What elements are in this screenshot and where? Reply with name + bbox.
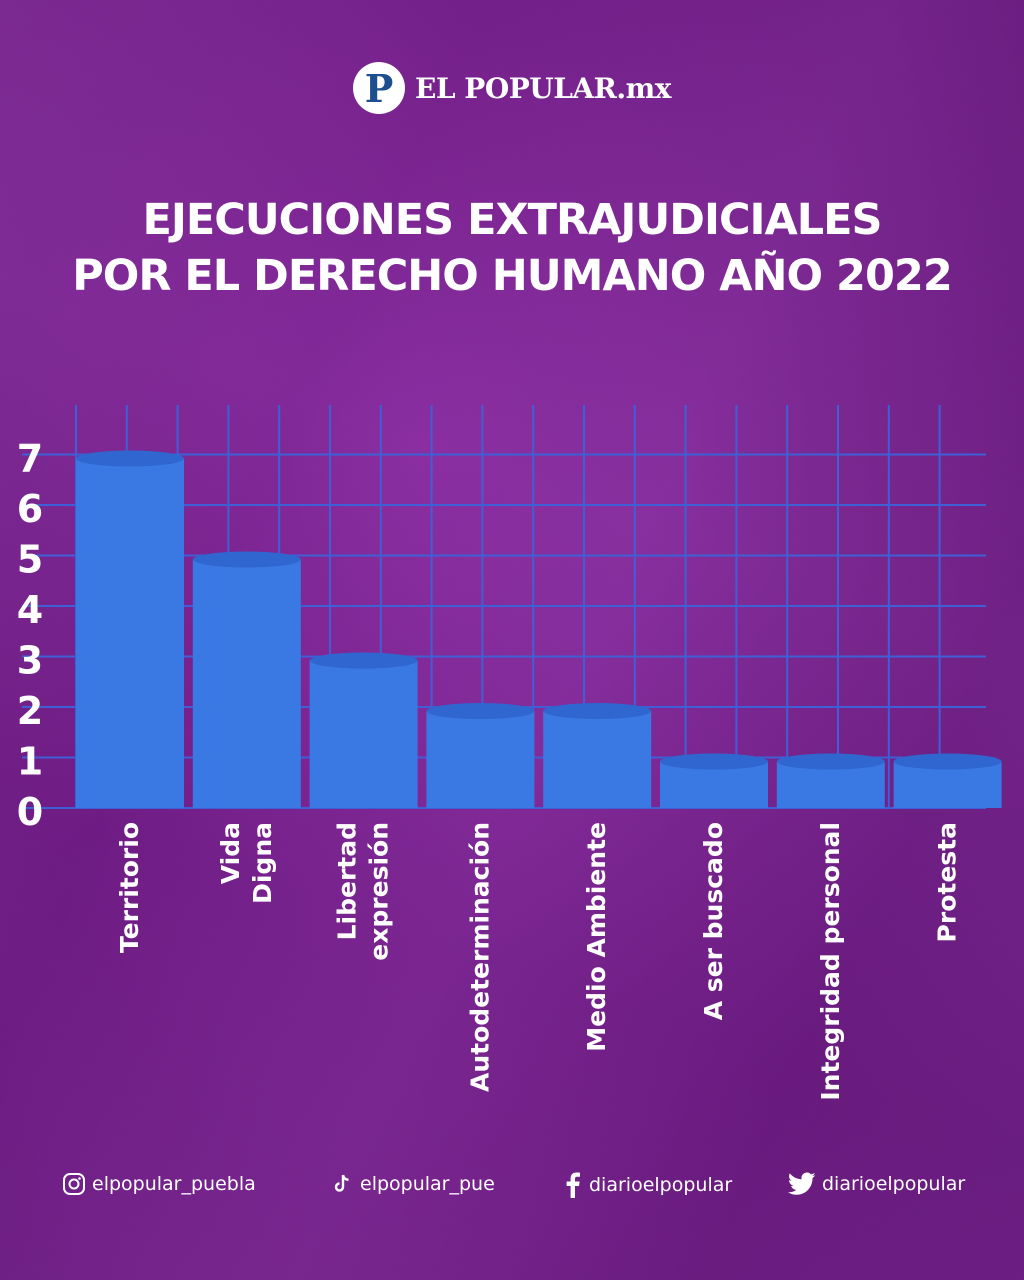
bar-4 xyxy=(543,711,652,808)
social-twitter[interactable]: diarioelpopular xyxy=(788,1172,965,1196)
y-tick-label-5: 5 xyxy=(17,538,43,582)
bar-cap-7 xyxy=(893,753,1002,770)
social-tiktok[interactable]: elpopular_pue xyxy=(330,1172,495,1196)
bar-3 xyxy=(426,711,535,808)
x-tick-label-6: Integridad personal xyxy=(816,822,845,1101)
bar-cap-4 xyxy=(543,703,652,719)
brand-name: EL POPULAR.mx xyxy=(415,71,671,105)
chart-title-line-1: EJECUCIONES EXTRAJUDICIALES xyxy=(142,195,882,245)
instagram-handle: elpopular_puebla xyxy=(92,1173,256,1195)
facebook-icon xyxy=(566,1172,580,1198)
bar-chart: 0 1 2 3 4 5 6 7 Territorio Vida Digna Libertad expre… xyxy=(17,405,1002,1101)
y-tick-label-0: 0 xyxy=(17,790,43,834)
bar-1 xyxy=(192,559,301,808)
twitter-handle: diarioelpopular xyxy=(822,1173,966,1195)
y-tick-label-6: 6 xyxy=(17,487,43,531)
bar-cap-0 xyxy=(76,450,184,467)
chart-title: EJECUCIONES EXTRAJUDICIALES POR EL DEREC… xyxy=(0,192,1024,304)
bar-2 xyxy=(309,660,418,808)
y-tick-label-2: 2 xyxy=(17,689,43,733)
facebook-handle: diarioelpopular xyxy=(589,1174,733,1196)
x-tick-label-0: Territorio xyxy=(115,822,144,953)
twitter-icon xyxy=(788,1172,816,1195)
x-tick-label-4: Medio Ambiente xyxy=(582,822,611,1052)
bar-cap-5 xyxy=(660,753,768,770)
x-tick-label-2: Libertad expresión xyxy=(333,822,394,961)
tiktok-handle: elpopular_pue xyxy=(360,1173,495,1195)
bar-cap-1 xyxy=(192,551,301,568)
y-tick-label-4: 4 xyxy=(17,588,43,632)
bar-cap-6 xyxy=(776,753,885,770)
x-tick-label-1: Vida Digna xyxy=(216,822,277,904)
brand-header: P EL POPULAR.mx xyxy=(0,62,1024,114)
y-tick-label-3: 3 xyxy=(17,639,43,683)
bar-cap-3 xyxy=(426,703,535,719)
social-footer: elpopular_puebla elpopular_pue diarioelp… xyxy=(0,1172,1024,1212)
x-tick-label-5: A ser buscado xyxy=(699,822,728,1020)
chart-title-line-2: POR EL DERECHO HUMANO AÑO 2022 xyxy=(72,251,952,301)
bar-0 xyxy=(76,458,184,808)
bar-cap-2 xyxy=(309,652,418,669)
tiktok-icon xyxy=(334,1174,349,1192)
social-facebook[interactable]: diarioelpopular xyxy=(563,1172,732,1198)
instagram-icon xyxy=(63,1173,85,1195)
y-tick-label-1: 1 xyxy=(17,740,43,784)
x-tick-label-7: Protesta xyxy=(933,822,962,942)
social-instagram[interactable]: elpopular_puebla xyxy=(62,1172,256,1196)
brand-logo-icon: P xyxy=(353,62,406,114)
x-tick-label-3: Autodeterminación xyxy=(465,822,494,1092)
y-tick-label-7: 7 xyxy=(17,437,43,481)
